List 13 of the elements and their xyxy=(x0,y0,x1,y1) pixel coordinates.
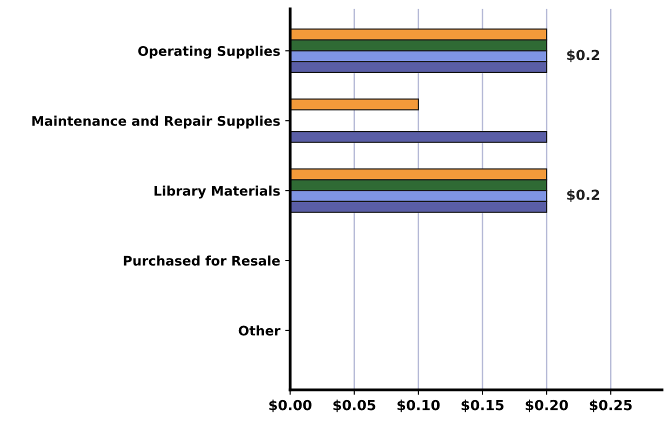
y-tick-label: Other xyxy=(238,325,280,336)
y-tick-label: Operating Supplies xyxy=(138,46,280,59)
y-tick-label: Purchased for Resale xyxy=(124,256,280,266)
x-tick-label: $0.25 xyxy=(590,400,632,412)
x-tick-label: $0.05 xyxy=(333,400,376,412)
x-tick-label: $0.00 xyxy=(269,400,312,412)
x-tick-label: $0.10 xyxy=(398,400,440,412)
data-label: $0.2 xyxy=(567,189,600,202)
y-tick-label: Library Materials xyxy=(154,186,280,198)
x-tick-label: $0.20 xyxy=(526,400,568,412)
y-tick-label: Maintenance and Repair Supplies xyxy=(32,116,280,128)
x-tick-label: $0.15 xyxy=(462,400,504,412)
data-label: $0.2 xyxy=(567,49,600,62)
